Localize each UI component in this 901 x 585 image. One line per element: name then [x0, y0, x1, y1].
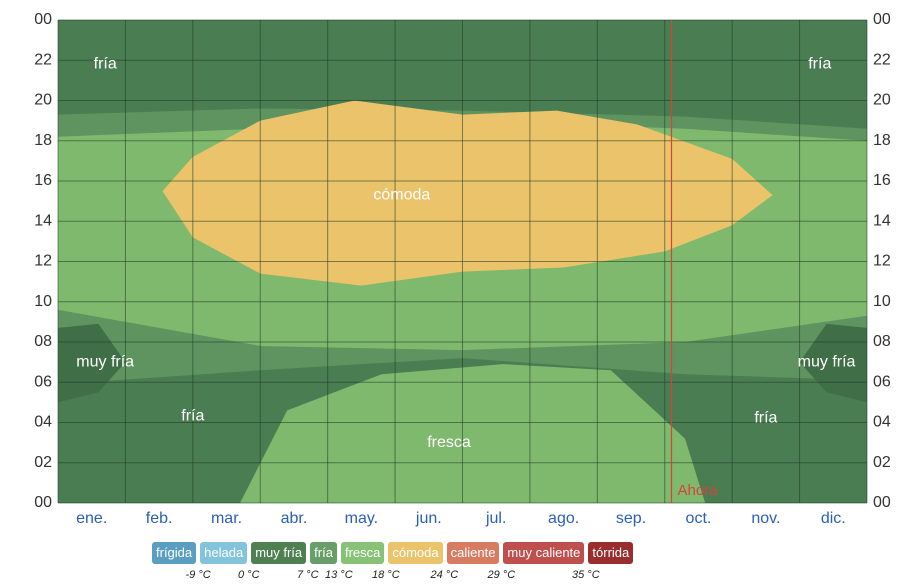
y-tick-label: 20: [873, 92, 891, 109]
y-tick-label: 18: [873, 132, 891, 149]
y-tick-label: 14: [34, 212, 52, 229]
y-tick-label: 12: [873, 253, 891, 270]
legend-threshold-label: 0 °C: [238, 569, 260, 581]
legend-threshold-label: 29 °C: [487, 569, 516, 581]
legend-item: muy fría: [251, 542, 307, 564]
x-axis-months: ene. feb. mar. abr. may. jun. jul. ago. sep. oct.…: [76, 510, 846, 527]
legend-threshold-label: -9 °C: [185, 569, 211, 581]
x-tick-label: dic.: [821, 510, 846, 527]
y-tick-label: 18: [34, 132, 52, 149]
x-tick-label: feb.: [146, 510, 173, 527]
y-tick-label: 08: [34, 333, 52, 350]
y-axis-left: 00 02 04 06 08 10 12 14 16 18 20 22 00: [34, 11, 52, 511]
legend-item: frígida: [152, 542, 197, 564]
region-label: fría: [94, 55, 117, 72]
y-tick-label: 00: [873, 494, 891, 511]
legend-item: fría: [310, 542, 337, 564]
y-tick-label: 06: [873, 373, 891, 390]
region-label: muy fría: [798, 353, 856, 370]
band-comoda: [162, 100, 773, 286]
y-tick-label: 16: [873, 172, 891, 189]
y-tick-label: 02: [873, 454, 891, 471]
legend-threshold-label: 13 °C: [325, 569, 353, 581]
now-label: Ahora: [677, 482, 718, 499]
x-tick-label: sep.: [616, 510, 646, 527]
y-tick-label: 22: [873, 51, 891, 68]
x-tick-label: ene.: [76, 510, 107, 527]
region-label: fresca: [427, 434, 471, 451]
y-tick-label: 10: [34, 293, 52, 310]
legend-item: muy caliente: [503, 542, 585, 564]
region-label: cómoda: [373, 186, 430, 203]
x-tick-label: jul.: [485, 510, 506, 527]
x-tick-label: may.: [345, 510, 378, 527]
band-muy-fria-left: [58, 323, 126, 403]
x-tick-label: jun.: [415, 510, 442, 527]
legend-thresholds: -9 °C 0 °C 7 °C 13 °C 18 °C 24 °C 29 °C 35 °C: [152, 569, 792, 583]
x-tick-label: ago.: [548, 510, 579, 527]
region-labels: fría fría cómoda muy fría muy fría fría fría fr…: [76, 55, 855, 450]
region-label: muy fría: [76, 353, 134, 370]
y-tick-label: 08: [873, 333, 891, 350]
legend: frígida helada muy fría fría fresca cómoda cal…: [152, 542, 792, 582]
legend-threshold-label: 7 °C: [297, 569, 319, 581]
legend-threshold-label: 24 °C: [430, 569, 459, 581]
band-fresca-morning: [240, 364, 706, 503]
y-tick-label: 12: [34, 253, 52, 270]
x-tick-label: nov.: [751, 510, 780, 527]
y-tick-label: 16: [34, 172, 52, 189]
y-axis-right: 00 02 04 06 08 10 12 14 16 18 20 22 00: [873, 11, 891, 511]
legend-swatches: frígida helada muy fría fría fresca cómoda cal…: [152, 542, 634, 564]
y-tick-label: 00: [34, 494, 52, 511]
legend-item: helada: [200, 542, 248, 564]
legend-item: fresca: [340, 542, 385, 564]
y-tick-label: 04: [873, 414, 891, 431]
y-tick-label: 22: [34, 51, 52, 68]
grid-lines: [57, 19, 868, 504]
legend-item: cómoda: [388, 542, 443, 564]
y-tick-label: 00: [873, 11, 891, 28]
y-tick-label: 10: [873, 293, 891, 310]
region-label: fría: [754, 410, 777, 427]
x-tick-label: oct.: [686, 510, 712, 527]
x-tick-label: abr.: [281, 510, 308, 527]
region-label: fría: [181, 408, 204, 425]
legend-item: tórrida: [588, 542, 634, 564]
band-muy-fria-right: [799, 323, 867, 403]
legend-threshold-label: 18 °C: [372, 569, 400, 581]
y-tick-label: 04: [34, 414, 52, 431]
region-label: fría: [808, 55, 831, 72]
y-tick-label: 00: [34, 11, 52, 28]
y-tick-label: 20: [34, 92, 52, 109]
y-tick-label: 06: [34, 373, 52, 390]
x-tick-label: mar.: [211, 510, 242, 527]
legend-item: caliente: [446, 542, 500, 564]
y-tick-label: 02: [34, 454, 52, 471]
y-tick-label: 14: [873, 212, 891, 229]
now-marker: Ahora: [670, 20, 718, 503]
legend-threshold-label: 35 °C: [572, 569, 600, 581]
